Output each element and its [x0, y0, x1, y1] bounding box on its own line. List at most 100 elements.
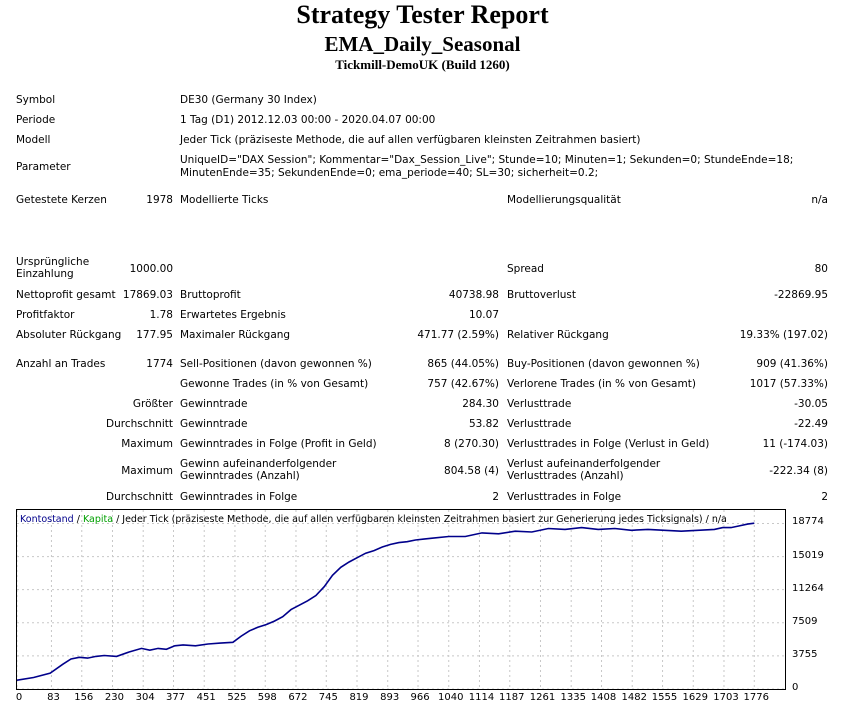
quality-value: n/a [811, 194, 828, 206]
x-tick-label: 598 [257, 692, 277, 703]
series-line-kontostand [17, 522, 755, 681]
gross-loss-value: -22869.95 [774, 289, 828, 301]
x-tick-label: 893 [380, 692, 400, 703]
period-label: Periode [16, 114, 56, 126]
y-tick-label: 0 [792, 682, 799, 693]
won-trades-value: 757 (42.67%) [427, 378, 499, 390]
deposit-label: Ursprüngliche Einzahlung [16, 256, 90, 280]
max-cons-profit-label: Gewinn aufeinanderfolgender Gewinntrades… [180, 458, 337, 482]
max-cons-losses-label: Verlusttrades in Folge (Verlust in Geld) [507, 438, 710, 450]
bars-label: Getestete Kerzen [16, 194, 107, 206]
total-trades-label: Anzahl an Trades [16, 358, 106, 370]
ea-name: EMA_Daily_Seasonal [324, 32, 521, 56]
maximum-label: Maximum [121, 438, 173, 450]
max-cons-profit-value: 804.58 (4) [444, 465, 499, 477]
legend-equity: Kapita [82, 514, 114, 525]
x-tick-label: 1703 [713, 692, 739, 703]
legend-description: / Jeder Tick (präziseste Methode, die au… [113, 514, 727, 525]
gross-profit-value: 40738.98 [448, 289, 499, 301]
net-profit-value: 17869.03 [122, 289, 173, 301]
average-label: Durchschnitt [106, 418, 173, 430]
x-tick-label: 1629 [682, 692, 708, 703]
gross-loss-label: Bruttoverlust [507, 289, 576, 301]
bars-value: 1978 [146, 194, 173, 206]
maximum-label-2: Maximum [121, 465, 173, 477]
max-cons-lossamt-label: Verlust aufeinanderfolgender Verlusttrad… [507, 458, 661, 482]
period-value: 1 Tag (D1) 2012.12.03 00:00 - 2020.04.07… [180, 114, 436, 126]
x-tick-label: 1335 [560, 692, 586, 703]
x-tick-label: 1040 [438, 692, 464, 703]
symbol-label: Symbol [16, 94, 56, 106]
max-cons-losses-value: 11 (-174.03) [762, 438, 828, 450]
x-tick-label: 1482 [621, 692, 647, 703]
y-tick-label: 15019 [792, 549, 824, 561]
spread-value: 80 [814, 263, 828, 275]
x-tick-label: 451 [196, 692, 216, 703]
symbol-value: DE30 (Germany 30 Index) [180, 94, 317, 106]
params-label: Parameter [16, 161, 71, 173]
chart-legend: Kontostand / Kapita / Jeder Tick (präzis… [20, 514, 727, 525]
balance-chart-svg [17, 510, 785, 689]
quality-label: Modellierungsqualität [507, 194, 621, 206]
largest-loss-value: -30.05 [794, 398, 828, 410]
max-drawdown-label: Maximaler Rückgang [180, 329, 291, 341]
deposit-value: 1000.00 [129, 263, 173, 275]
balance-chart [16, 509, 786, 690]
avg-loss-value: -22.49 [794, 418, 828, 430]
long-positions-label: Buy-Positionen (davon gewonnen %) [507, 358, 700, 370]
abs-drawdown-value: 177.95 [136, 329, 173, 341]
params-line-1: UniqueID="DAX Session"; Kommentar="Dax_S… [180, 154, 794, 166]
max-cons-lossamt-value: -222.34 (8) [769, 465, 828, 477]
avg-win-label: Gewinntrade [180, 418, 248, 430]
report-title: Strategy Tester Report [296, 0, 549, 29]
max-cons-wins-value: 8 (270.30) [444, 438, 499, 450]
avg-loss-label: Verlusttrade [507, 418, 572, 430]
y-tick-label: 18774 [792, 516, 824, 528]
x-tick-label: 1408 [590, 692, 617, 703]
x-tick-label: 819 [349, 692, 369, 703]
x-tick-label: 377 [165, 692, 186, 703]
legend-balance: Kontostand [20, 514, 74, 525]
ticks-label: Modellierte Ticks [180, 194, 269, 206]
rel-drawdown-label: Relativer Rückgang [507, 329, 609, 341]
x-tick-label: 83 [47, 692, 60, 703]
avg-cons-wins-label: Gewinntrades in Folge [180, 491, 298, 503]
max-cons-wins-label: Gewinntrades in Folge (Profit in Geld) [180, 438, 377, 450]
largest-win-value: 284.30 [462, 398, 499, 410]
x-tick-label: 672 [288, 692, 308, 703]
x-tick-label: 0 [15, 692, 23, 703]
largest-label: Größter [132, 398, 173, 410]
net-profit-label: Nettoprofit gesamt [16, 289, 116, 301]
x-tick-label: 525 [227, 692, 247, 703]
rel-drawdown-value: 19.33% (197.02) [739, 329, 828, 341]
abs-drawdown-label: Absoluter Rückgang [16, 329, 122, 341]
profit-factor-label: Profitfaktor [16, 309, 75, 321]
lost-trades-label: Verlorene Trades (in % von Gesamt) [507, 378, 696, 390]
x-tick-label: 745 [318, 692, 338, 703]
x-tick-label: 1776 [743, 692, 769, 703]
y-tick-label: 7509 [792, 615, 818, 627]
spread-label: Spread [507, 263, 544, 275]
x-tick-label: 230 [104, 692, 125, 703]
avg-win-value: 53.82 [468, 418, 499, 430]
model-label: Modell [16, 134, 51, 146]
y-tick-label: 11264 [792, 582, 824, 594]
server-name: Tickmill-DemoUK (Build 1260) [335, 57, 510, 72]
largest-win-label: Gewinntrade [180, 398, 248, 410]
x-tick-label: 1261 [529, 692, 556, 703]
max-drawdown-value: 471.77 (2.59%) [417, 329, 499, 341]
x-tick-label: 966 [410, 692, 430, 703]
lost-trades-value: 1017 (57.33%) [749, 378, 828, 390]
x-tick-label: 304 [135, 692, 155, 703]
model-value: Jeder Tick (präziseste Methode, die auf … [180, 134, 641, 146]
won-trades-label: Gewonne Trades (in % von Gesamt) [180, 378, 369, 390]
params-line-2: MinutenEnde=35; SekundenEnde=0; ema_peri… [180, 167, 599, 179]
short-positions-label: Sell-Positionen (davon gewonnen %) [180, 358, 372, 370]
y-tick-label: 3755 [792, 648, 818, 660]
average-label-2: Durchschnitt [106, 491, 173, 503]
gross-profit-label: Bruttoprofit [180, 289, 241, 301]
avg-cons-losses-label: Verlusttrades in Folge [507, 491, 622, 503]
long-positions-value: 909 (41.36%) [756, 358, 828, 370]
profit-factor-value: 1.78 [149, 309, 173, 321]
x-tick-label: 156 [74, 692, 94, 703]
